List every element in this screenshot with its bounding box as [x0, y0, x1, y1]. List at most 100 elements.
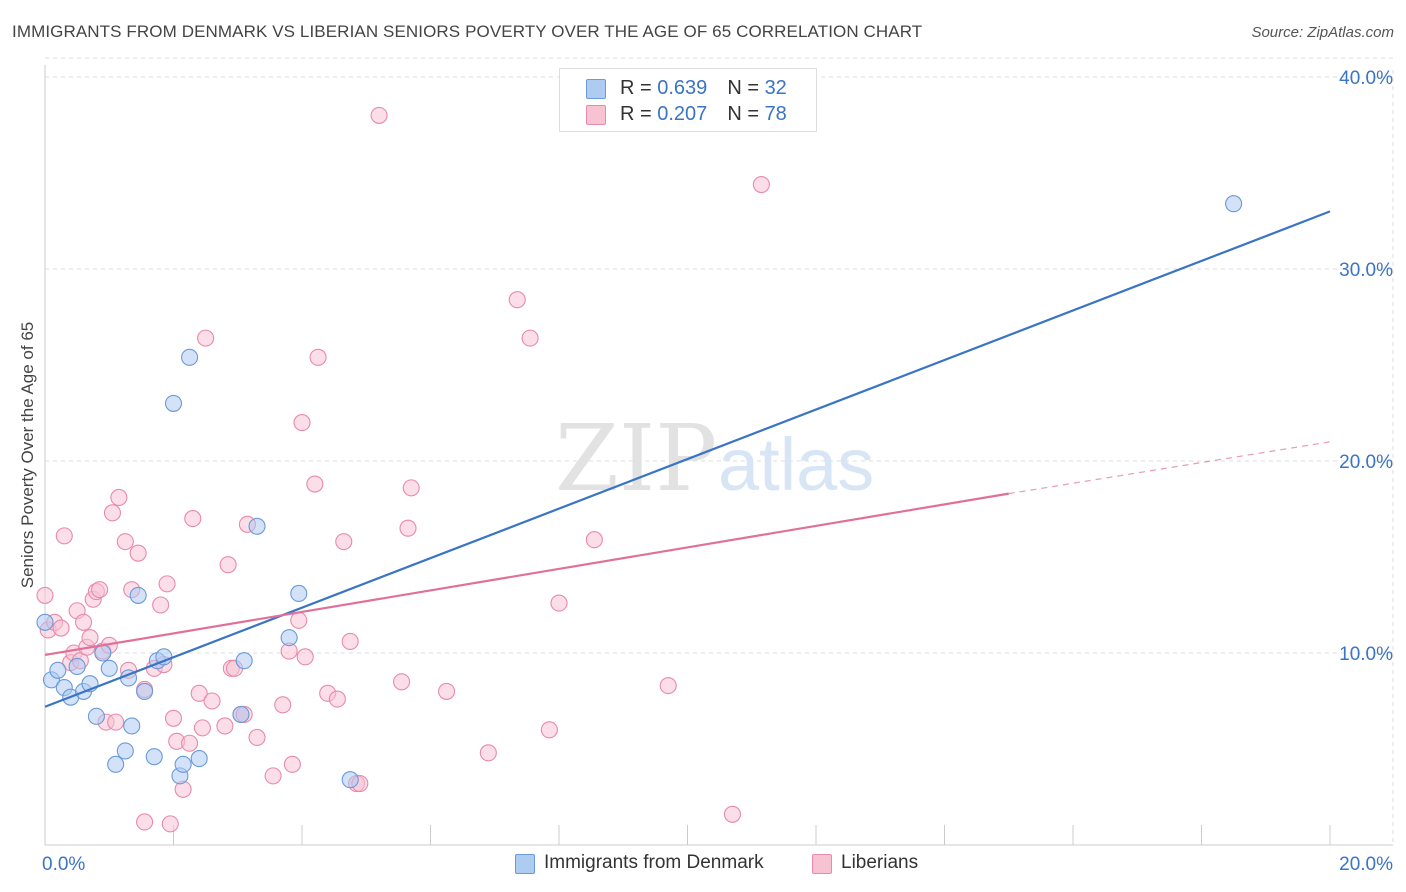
liberians-point	[752, 175, 770, 194]
liberians-point	[402, 479, 420, 497]
liberians-point	[370, 106, 388, 124]
denmark-point	[145, 748, 163, 766]
liberians-point	[129, 544, 147, 562]
denmark-point	[100, 659, 118, 677]
denmark-point	[190, 750, 208, 768]
liberians-point	[521, 329, 539, 347]
liberians-point	[164, 709, 183, 727]
liberians-point	[107, 713, 125, 731]
liberians-point	[723, 805, 742, 823]
liberians-point	[508, 291, 526, 309]
bottom-legend-label-liberians: Liberians	[841, 852, 919, 873]
liberians-point	[190, 684, 208, 702]
denmark-point	[290, 584, 308, 603]
y-tick-label: 40.0%	[1339, 68, 1393, 89]
denmark-point	[129, 586, 147, 604]
liberians-point	[197, 329, 215, 347]
liberians-point	[181, 734, 199, 752]
liberians-trend-extension	[1008, 441, 1331, 495]
liberians-point	[184, 510, 202, 528]
y-tick-label: 10.0%	[1339, 644, 1393, 665]
liberians-point	[309, 348, 327, 366]
denmark-point	[248, 517, 266, 535]
liberians-point	[264, 767, 282, 785]
x-tick-label: 20.0%	[1339, 854, 1393, 875]
liberians-point	[158, 575, 176, 593]
legend-n-value-denmark: 32	[764, 77, 787, 99]
liberians-point	[290, 611, 308, 629]
liberians-point	[36, 586, 54, 604]
grid-lines	[45, 57, 1394, 845]
chart-title: IMMIGRANTS FROM DENMARK VS LIBERIAN SENI…	[12, 22, 923, 41]
denmark-point	[341, 771, 359, 789]
source-label: Source: ZipAtlas.com	[1251, 24, 1394, 41]
liberians-point	[248, 728, 266, 747]
liberians-point	[216, 717, 234, 735]
liberians-point	[399, 519, 417, 537]
axes	[44, 65, 1393, 846]
denmark-point	[94, 644, 112, 662]
liberians-point	[585, 531, 603, 549]
denmark-point	[123, 717, 141, 735]
denmark-point	[49, 661, 67, 679]
denmark-point	[107, 755, 125, 773]
legend-n-label: N =	[727, 103, 765, 125]
stats-legend: R = 0.639 N = 32 R = 0.207 N = 78	[559, 68, 817, 132]
denmark-point	[235, 652, 253, 670]
liberians-point	[479, 744, 497, 762]
liberians-point	[293, 414, 311, 432]
trend-lines	[44, 210, 1331, 708]
bottom-legend-swatch-liberians	[812, 854, 832, 874]
liberians-point	[393, 673, 411, 691]
liberians-point	[193, 719, 211, 737]
liberians-point	[81, 629, 99, 647]
legend-swatch-liberians	[586, 105, 606, 125]
y-tick-label: 20.0%	[1339, 452, 1393, 473]
liberians-point	[55, 527, 73, 545]
denmark-point	[68, 657, 86, 675]
liberians-point	[152, 596, 170, 614]
legend-r-label: R =	[620, 103, 658, 125]
legend-r-value-liberians: 0.207	[657, 103, 708, 125]
denmark-points	[36, 195, 1243, 789]
watermark: ZIP atlas	[555, 405, 874, 512]
denmark-point	[232, 705, 250, 723]
watermark-zip: ZIP	[555, 405, 717, 512]
legend-swatch-denmark	[586, 79, 606, 99]
denmark-point	[181, 348, 199, 366]
liberians-point	[283, 755, 301, 773]
liberians-point	[75, 613, 93, 631]
liberians-point	[219, 556, 237, 574]
liberians-point	[296, 648, 314, 666]
liberians-point	[335, 533, 353, 551]
liberians-point	[161, 815, 179, 833]
liberians-point	[203, 692, 221, 710]
denmark-point	[1225, 195, 1243, 213]
liberians-point	[110, 488, 128, 507]
liberians-point	[91, 581, 109, 599]
liberians-point	[341, 632, 359, 651]
legend-r-value-denmark: 0.639	[657, 77, 708, 99]
bottom-legend-swatch-denmark	[515, 854, 535, 874]
liberians-point	[659, 677, 677, 695]
denmark-point	[280, 629, 298, 647]
denmark-trend-line	[44, 210, 1331, 708]
watermark-atlas: atlas	[718, 423, 874, 506]
liberians-point	[306, 475, 324, 493]
x-tick-label: 0.0%	[42, 854, 85, 875]
bottom-legend-label-denmark: Immigrants from Denmark	[544, 852, 764, 873]
liberians-points	[36, 106, 770, 833]
legend-n-value-liberians: 78	[764, 103, 787, 125]
liberians-point	[550, 594, 568, 612]
liberians-trend-line	[44, 492, 1009, 657]
liberians-point	[274, 696, 292, 714]
liberians-point	[328, 690, 346, 708]
liberians-point	[136, 813, 154, 831]
tick-labels: 10.0% 20.0% 30.0% 40.0% 0.0% 20.0%	[42, 68, 1393, 875]
denmark-point	[36, 613, 54, 631]
liberians-point	[540, 721, 558, 739]
denmark-point	[87, 707, 105, 725]
liberians-point	[438, 682, 456, 700]
liberians-point	[116, 533, 134, 551]
